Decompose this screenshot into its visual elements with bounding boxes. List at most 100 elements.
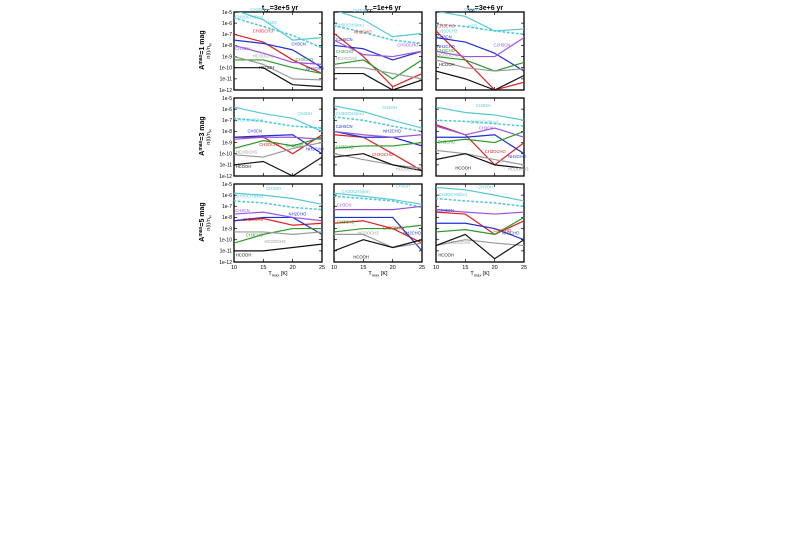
series-line-hcooch3 — [334, 153, 422, 169]
series-line-hcooh — [234, 67, 322, 88]
series-label: HCOOH — [353, 255, 369, 260]
column-title-2: tcc=1e+6 yr — [365, 5, 402, 14]
series-line-ch3ocho — [234, 211, 322, 222]
series-line-hcooh — [334, 153, 422, 172]
series-line-hcooch3 — [234, 141, 322, 158]
series-label: NH2CHO — [306, 146, 324, 151]
series-label: CH3OCH3(ice) — [235, 194, 264, 199]
series-label: CH3CHO — [336, 49, 354, 54]
series-line-c2h5cn — [234, 134, 322, 155]
series-line-hcooh — [436, 153, 524, 169]
series-label: NH2CHO — [354, 29, 372, 34]
y-tick-label: 1e-5 — [222, 182, 232, 188]
series-line-ch3cho — [436, 211, 524, 235]
series-label: NH2CHO — [289, 211, 307, 216]
y-tick-label: 1e-9 — [222, 54, 232, 60]
series-label: NH2CHO — [508, 154, 526, 159]
series-line-ch3oh — [437, 12, 524, 32]
series-group — [436, 12, 524, 90]
series-line-c2h5cn — [334, 130, 422, 147]
x-tick-label: 15 — [462, 265, 468, 271]
series-label: NH2CHO — [502, 230, 520, 235]
series-group — [234, 192, 322, 252]
series-label: CH3OCH3(ice) — [439, 192, 468, 197]
row-label-2: Amax=3 mag — [198, 116, 206, 155]
series-label: HCOOCH3 — [336, 56, 358, 61]
series-line-ch3oh — [234, 192, 322, 205]
series-label: CH3OH — [464, 7, 479, 12]
series-label: HCOOCH3 — [508, 167, 530, 172]
series-label: CH3OCH3 — [243, 217, 264, 222]
panels: 1e-5 1e-6 1e-7 1e-8 1e-9 1e-10 1e-11 1e-12 n(i)/… — [206, 7, 529, 277]
series-line-ch3ocho — [436, 209, 524, 215]
series-label: NH2CHO — [383, 129, 401, 134]
series-label: HCOOCH3 — [265, 239, 287, 244]
series-line-ch3och3 — [436, 197, 524, 208]
panel-r2-c2: CH3OH CH3OCH3(ice) C2H5CN NH2CHO CH3CHO CH3OC… — [333, 97, 423, 177]
series-line-ch3ocho — [334, 205, 422, 211]
series-label: CH3CN — [291, 41, 305, 46]
panel-r3-c3: 10 15 20 25 Tmax [K] CH3OH CH3OCH3(ice) C2H5CN C… — [433, 183, 527, 278]
series-line-hcooh — [436, 233, 524, 260]
y-tick-label: 1e-11 — [220, 77, 233, 83]
y-tick-label: 1e-6 — [222, 21, 232, 27]
series-group — [436, 106, 524, 169]
y-tick-label: 1e-5 — [222, 10, 232, 16]
series-line-hcooch3 — [334, 67, 422, 80]
series-label: HCOOH — [236, 253, 252, 258]
y-tick-label: 1e-8 — [222, 43, 232, 49]
series-label: CH3CN — [479, 125, 493, 130]
series-label: HCOOCH3 — [437, 53, 459, 58]
series-line-ch3ocho — [436, 125, 524, 138]
x-tick-label: 25 — [419, 265, 425, 271]
series-label: HCOOH — [236, 164, 252, 169]
series-line-nh2cho — [334, 224, 422, 233]
series-label: CH3OCH3 — [259, 142, 280, 147]
series-label: CH3OCHO — [372, 152, 394, 157]
panel-r1-c3: CH3OHCH3CHOCH3OCH3H2OCH3CNC2H5CNNH2CHOCH… — [435, 7, 525, 91]
y-tick-label: 1e-10 — [219, 66, 232, 72]
y-tick-label: 1e-7 — [222, 204, 232, 210]
x-tick-label: 25 — [319, 265, 325, 271]
panel-r2-c1: 1e-5 1e-6 1e-7 1e-8 1e-9 1e-10 1e-11 1e-12 n(i)/… — [206, 96, 325, 180]
y-tick-label: 1e-11 — [220, 163, 233, 169]
series-line-hcooh — [334, 239, 422, 252]
series-label: CH3OCH3 — [253, 28, 274, 33]
series-group — [334, 105, 422, 172]
series-group — [334, 12, 422, 90]
series-label: CH3OCHO — [485, 149, 507, 154]
series-label: HCOOCH3 — [357, 230, 379, 235]
series-line-ch3cho — [334, 220, 422, 244]
series-line-ch3och3 — [334, 116, 422, 133]
x-tick-label: 25 — [521, 265, 527, 271]
y-axis-label: n(i)/nH — [206, 43, 213, 59]
y-tick-label: 1e-11 — [220, 249, 233, 255]
series-label: HCOOCH3 — [449, 240, 471, 245]
y-tick-label: 1e-6 — [222, 107, 232, 113]
series-line-ch3oh — [334, 105, 422, 129]
x-tick-label: 20 — [390, 265, 396, 271]
series-label: CH3CHO — [337, 219, 355, 224]
y-tick-label: 1e-6 — [222, 193, 232, 199]
series-line-ch3ocho — [234, 136, 322, 140]
series-label: CH3CHO — [437, 48, 455, 53]
series-group — [234, 12, 322, 88]
series-line-hcooh — [234, 156, 322, 176]
series-line-ch3cho — [436, 30, 524, 90]
series-line-hcooh — [436, 70, 524, 90]
series-label: HCOOH — [438, 253, 454, 258]
x-tick-label: 15 — [360, 265, 366, 271]
series-line-nh2cho — [436, 216, 524, 235]
x-tick-label: 10 — [433, 265, 439, 271]
x-tick-label: 15 — [260, 265, 266, 271]
series-line-ch3oh — [334, 192, 422, 205]
series-line-nh2cho — [334, 59, 422, 80]
series-line-nh2cho — [234, 227, 322, 244]
y-tick-label: 1e-12 — [219, 174, 232, 180]
series-label: CH3CHO — [296, 57, 314, 62]
series-label: HCOOH — [455, 165, 471, 170]
series-line-hcooh — [334, 72, 422, 90]
series-line-c2h5cn — [436, 37, 524, 72]
series-line-ch3cho — [334, 32, 422, 88]
